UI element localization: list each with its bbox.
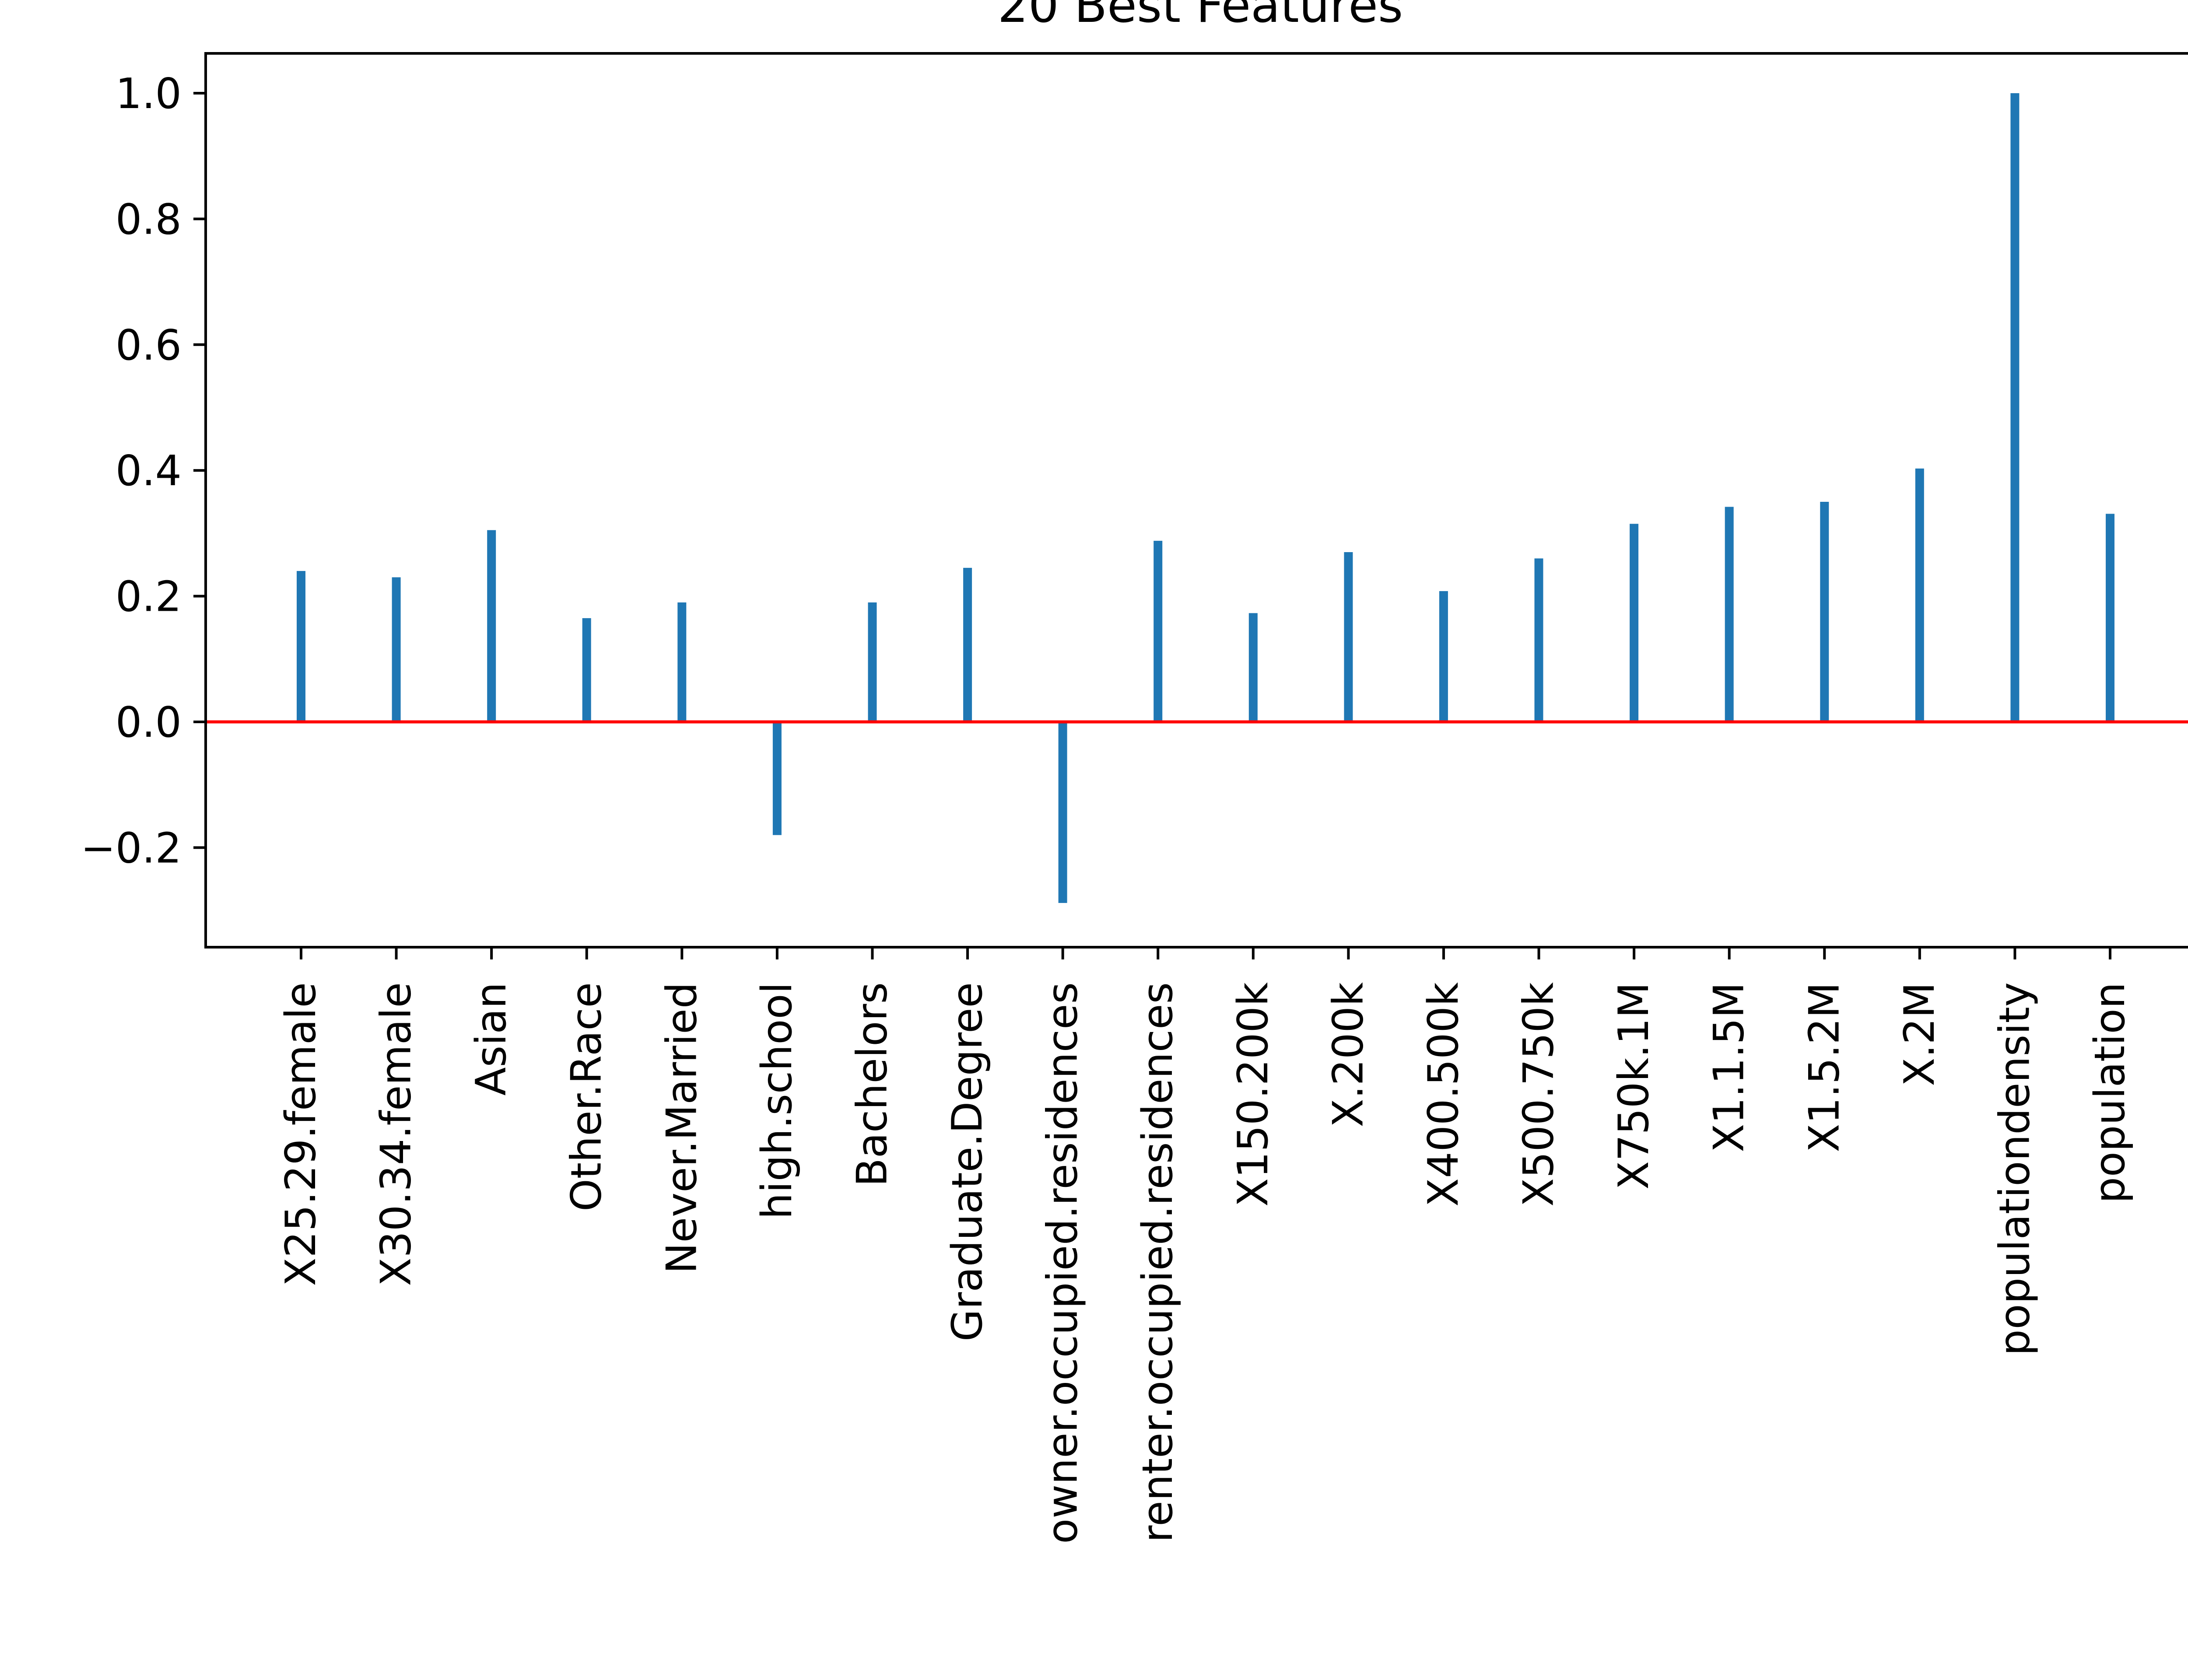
x-tick-label: X25.29.female bbox=[277, 982, 325, 1286]
bar-3 bbox=[582, 618, 591, 722]
y-tick-label: 0.2 bbox=[116, 573, 182, 621]
bar-7 bbox=[963, 567, 972, 722]
x-tick-label: X.2M bbox=[1896, 982, 1944, 1086]
bar-0 bbox=[297, 571, 305, 722]
bars-group bbox=[297, 93, 2114, 903]
x-tick-label: populationdensity bbox=[1991, 982, 2039, 1356]
bar-14 bbox=[1630, 524, 1639, 722]
bar-4 bbox=[677, 602, 687, 722]
x-tick-label: owner.occupied.residences bbox=[1039, 982, 1087, 1544]
x-tick-label: X1.1.5M bbox=[1705, 982, 1753, 1152]
plot-frame bbox=[204, 52, 2188, 948]
bar-5 bbox=[772, 722, 782, 835]
bar-6 bbox=[868, 602, 877, 722]
bar-12 bbox=[1439, 591, 1448, 722]
x-tick-label: population bbox=[2086, 982, 2134, 1204]
y-axis: 1.0 0.8 0.6 0.4 0.2 0.0 −0.2 bbox=[81, 70, 206, 872]
bar-15 bbox=[1725, 507, 1734, 722]
x-tick-label: X500.750k bbox=[1515, 982, 1563, 1207]
bar-17 bbox=[1915, 468, 1924, 722]
x-axis: X25.29.female X30.34.female Asian Other.Rac… bbox=[277, 947, 2134, 1544]
x-tick-label: X.200k bbox=[1324, 982, 1372, 1127]
bar-1 bbox=[392, 577, 401, 722]
x-tick-label: renter.occupied.residences bbox=[1134, 982, 1182, 1543]
x-tick-label: Bachelors bbox=[848, 982, 896, 1186]
x-tick-label: high.school bbox=[753, 982, 801, 1219]
bar-2 bbox=[487, 530, 496, 722]
y-tick-label: −0.2 bbox=[81, 824, 182, 872]
x-tick-label: Never.Married bbox=[658, 982, 706, 1274]
x-tick-label: X1.5.2M bbox=[1800, 982, 1848, 1152]
chart-title: 20 Best Features bbox=[998, 0, 1403, 33]
bar-19 bbox=[2106, 514, 2114, 722]
x-tick-label: X400.500k bbox=[1420, 982, 1468, 1207]
bar-10 bbox=[1248, 613, 1258, 722]
x-tick-label: Graduate.Degree bbox=[943, 982, 992, 1341]
bar-8 bbox=[1058, 722, 1067, 903]
y-tick-label: 0.8 bbox=[116, 196, 182, 244]
x-tick-label: X30.34.female bbox=[372, 982, 421, 1286]
y-tick-label: 0.0 bbox=[116, 699, 182, 747]
bar-18 bbox=[2010, 93, 2020, 722]
y-tick-label: 0.4 bbox=[116, 447, 182, 495]
bar-9 bbox=[1154, 541, 1163, 722]
x-tick-label: Other.Race bbox=[563, 982, 611, 1211]
x-tick-label: X150.200k bbox=[1229, 982, 1277, 1207]
x-tick-label: Asian bbox=[467, 982, 515, 1096]
x-tick-label: X750k.1M bbox=[1610, 982, 1658, 1190]
y-tick-label: 1.0 bbox=[116, 70, 182, 118]
y-tick-label: 0.6 bbox=[116, 322, 182, 370]
bar-16 bbox=[1820, 502, 1829, 722]
bar-11 bbox=[1344, 552, 1353, 722]
bar-13 bbox=[1534, 558, 1543, 722]
